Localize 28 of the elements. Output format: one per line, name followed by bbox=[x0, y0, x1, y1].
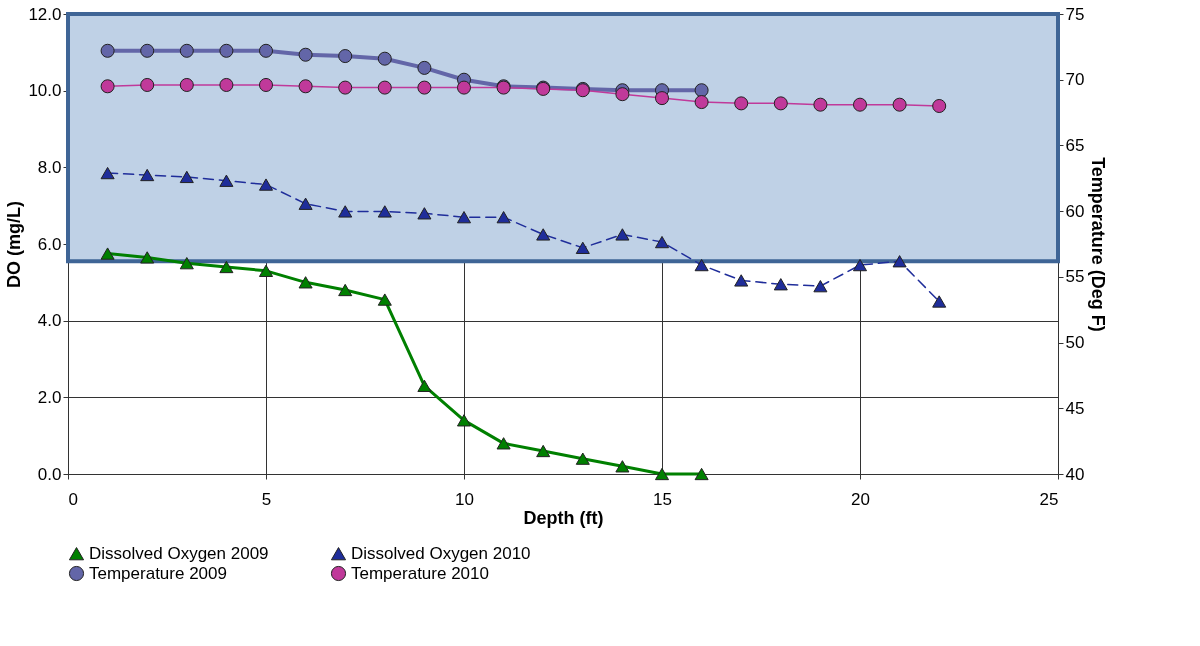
y-tick-label: 2.0 bbox=[37, 387, 62, 407]
y-tick-label: 8.0 bbox=[37, 157, 62, 177]
x-tick-label: 20 bbox=[851, 489, 870, 509]
y-axis-title: DO (mg/L) bbox=[4, 201, 25, 288]
y-tick-label: 6.0 bbox=[37, 234, 62, 254]
legend-label: Temperature 2009 bbox=[89, 563, 227, 583]
y2-tick-label: 75 bbox=[1065, 4, 1085, 24]
y2-tick-label: 60 bbox=[1065, 201, 1085, 221]
x-tick-label: 15 bbox=[653, 489, 672, 509]
y2-tick-label: 70 bbox=[1065, 70, 1085, 90]
y2-tick-label: 65 bbox=[1065, 135, 1085, 155]
y-tick-label: 10.0 bbox=[28, 81, 62, 101]
x-axis-title: Depth (ft) bbox=[523, 507, 604, 528]
x-tick-label: 5 bbox=[261, 489, 272, 509]
y2-tick-label: 40 bbox=[1065, 464, 1085, 484]
y2-tick-label: 45 bbox=[1065, 398, 1085, 418]
y-tick-label: 12.0 bbox=[28, 4, 62, 24]
x-tick-label: 0 bbox=[68, 489, 78, 509]
y-tick-label: 4.0 bbox=[37, 311, 62, 331]
legend-label: Dissolved Oxygen 2010 bbox=[351, 543, 531, 563]
y2-tick-label: 50 bbox=[1065, 333, 1085, 353]
legend-label: Temperature 2010 bbox=[351, 563, 489, 583]
y-tick-label: 0.0 bbox=[37, 464, 62, 484]
x-tick-label: 10 bbox=[455, 489, 474, 509]
legend-label: Dissolved Oxygen 2009 bbox=[89, 543, 269, 563]
y2-axis-title: Temperature (Deg F) bbox=[1088, 157, 1109, 332]
x-tick-label: 25 bbox=[1039, 489, 1059, 509]
y2-tick-label: 55 bbox=[1065, 267, 1085, 287]
